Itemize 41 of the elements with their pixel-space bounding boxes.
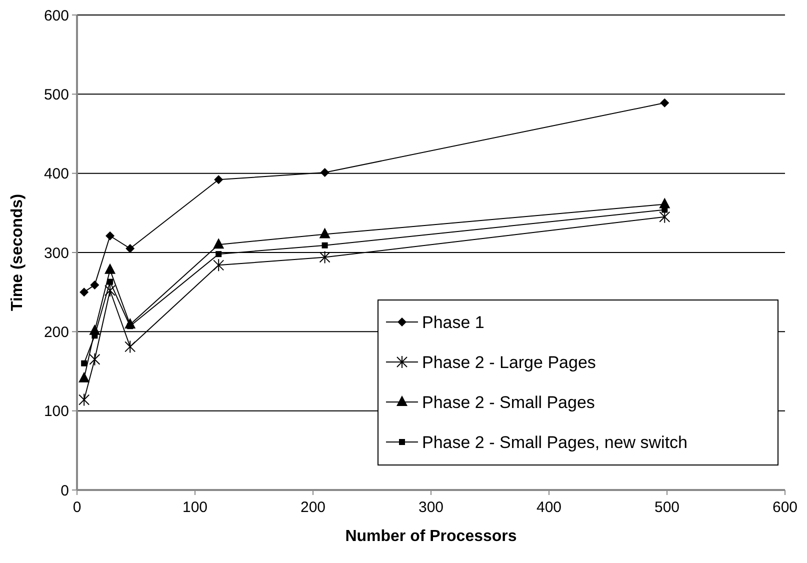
x-tick-label: 100 xyxy=(182,499,208,516)
point xyxy=(107,278,114,285)
x-tick-label: 300 xyxy=(418,499,444,516)
y-tick-label: 0 xyxy=(60,482,69,500)
point xyxy=(89,352,100,366)
point xyxy=(81,360,88,366)
point xyxy=(319,228,330,238)
point xyxy=(319,250,330,264)
point xyxy=(216,251,222,258)
y-tick-label: 400 xyxy=(44,166,69,183)
x-tick-label: 500 xyxy=(654,499,680,516)
x-tick-label: 400 xyxy=(536,499,562,516)
y-tick-label: 300 xyxy=(44,244,69,262)
point xyxy=(104,263,116,274)
x-tick-label: 0 xyxy=(72,499,82,516)
point xyxy=(78,393,90,406)
x-tick-label: 200 xyxy=(300,499,326,516)
point xyxy=(106,231,115,240)
point xyxy=(320,168,330,178)
point xyxy=(213,258,224,272)
x-axis-title: Number of Processors xyxy=(345,528,517,545)
point xyxy=(104,284,116,297)
point xyxy=(214,175,224,184)
point xyxy=(90,280,100,290)
legend-label: Phase 2 - Small Pages xyxy=(422,392,595,412)
point xyxy=(80,288,89,297)
point xyxy=(124,340,136,354)
y-tick-label: 600 xyxy=(44,7,69,24)
x-tick-label: 600 xyxy=(772,499,798,516)
point xyxy=(213,238,224,249)
y-axis-title: Time (seconds) xyxy=(9,194,26,312)
legend-label: Phase 1 xyxy=(422,312,484,332)
point xyxy=(659,210,670,224)
legend-label: Phase 2 - Small Pages, new switch xyxy=(422,432,688,452)
y-tick-label: 100 xyxy=(44,403,69,420)
y-tick-label: 500 xyxy=(44,86,69,104)
point xyxy=(322,242,328,248)
legend-label: Phase 2 - Large Pages xyxy=(422,352,596,372)
y-tick-label: 200 xyxy=(44,324,69,341)
point xyxy=(660,98,670,108)
point xyxy=(78,372,90,382)
